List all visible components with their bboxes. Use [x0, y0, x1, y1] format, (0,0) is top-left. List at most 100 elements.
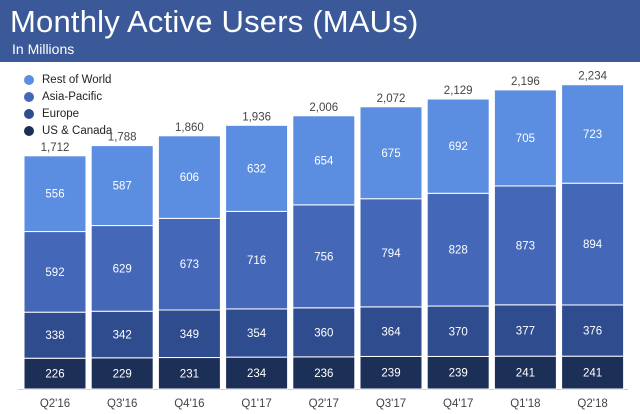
legend-item-asia-pacific: Asia-Pacific	[24, 89, 112, 105]
bar-segment-us-canada	[426, 355, 490, 390]
data-label-us-canada: 236	[314, 368, 333, 380]
x-tick-label: Q1'18	[510, 398, 540, 410]
data-label-asia-pacific: 629	[113, 263, 132, 275]
data-label-rest-of-world: 587	[113, 181, 132, 193]
data-label-rest-of-world: 723	[583, 129, 602, 141]
data-label-rest-of-world: 705	[516, 133, 535, 145]
total-label: 1,712	[41, 142, 70, 154]
data-label-asia-pacific: 828	[449, 245, 468, 257]
data-label-us-canada: 229	[113, 368, 132, 380]
bar-segment-europe	[426, 305, 490, 357]
total-label: 2,129	[444, 85, 473, 97]
chart-title: Monthly Active Users (MAUs)	[10, 4, 419, 39]
chart-subtitle: In Millions	[12, 41, 75, 57]
bar-segment-asia-pacific	[90, 225, 154, 312]
data-label-us-canada: 239	[449, 368, 468, 380]
bar-segment-rest-of-world	[225, 124, 289, 212]
total-label: 1,788	[108, 132, 137, 144]
x-tick-label: Q2'18	[577, 398, 607, 410]
x-tick-label: Q4'16	[174, 398, 204, 410]
bar-segment-rest-of-world	[493, 89, 557, 187]
bar-segment-asia-pacific	[23, 231, 87, 313]
data-label-us-canada: 241	[516, 368, 535, 380]
bar-segment-europe	[90, 310, 154, 359]
data-label-rest-of-world: 556	[45, 189, 64, 201]
x-tick-label: Q1'17	[241, 398, 271, 410]
bar-segment-rest-of-world	[426, 98, 490, 194]
data-label-europe: 354	[247, 328, 267, 340]
legend-label-europe: Europe	[42, 108, 80, 120]
bar-segment-europe	[561, 304, 625, 357]
legend: Rest of World Asia-Pacific Europe US & C…	[24, 72, 112, 140]
bar-segment-us-canada	[561, 355, 625, 390]
total-label: 2,234	[578, 71, 607, 83]
data-label-europe: 377	[516, 326, 535, 338]
data-label-us-canada: 234	[247, 368, 267, 380]
data-label-europe: 349	[180, 329, 199, 341]
data-label-rest-of-world: 654	[314, 155, 334, 167]
legend-swatch-europe	[24, 109, 34, 119]
bar-segment-asia-pacific	[225, 210, 289, 310]
data-label-rest-of-world: 675	[381, 148, 400, 160]
data-label-europe: 360	[314, 327, 333, 339]
data-label-europe: 370	[449, 326, 468, 338]
x-tick-label: Q4'17	[443, 398, 473, 410]
bar-segment-europe	[23, 311, 87, 359]
bar-segment-asia-pacific	[157, 217, 221, 311]
bar-segment-rest-of-world	[90, 145, 154, 227]
total-label: 2,072	[377, 93, 406, 105]
bar-segment-us-canada	[157, 357, 221, 390]
data-label-rest-of-world: 606	[180, 172, 199, 184]
bar-segment-rest-of-world	[561, 84, 625, 184]
bar-segment-rest-of-world	[292, 115, 356, 206]
bar-segment-asia-pacific	[292, 204, 356, 309]
x-tick-label: Q2'16	[40, 398, 70, 410]
bar-segment-europe	[359, 306, 423, 357]
data-label-rest-of-world: 692	[449, 141, 468, 153]
bar-segment-rest-of-world	[157, 135, 221, 219]
data-label-asia-pacific: 716	[247, 255, 266, 267]
bar-segment-asia-pacific	[493, 185, 557, 306]
bar-segment-europe	[292, 307, 356, 358]
bar-segment-asia-pacific	[561, 182, 625, 306]
data-label-asia-pacific: 673	[180, 259, 199, 271]
data-label-europe: 342	[113, 330, 132, 342]
data-label-asia-pacific: 873	[516, 240, 535, 252]
x-tick-label: Q2'17	[309, 398, 339, 410]
bar-segment-rest-of-world	[359, 106, 423, 200]
header-banner: Monthly Active Users (MAUs) In Millions	[0, 0, 640, 62]
total-label: 1,936	[242, 111, 271, 123]
total-label: 2,196	[511, 76, 540, 88]
legend-label-rest-of-world: Rest of World	[42, 74, 112, 86]
data-label-asia-pacific: 794	[381, 248, 401, 260]
data-label-europe: 376	[583, 326, 602, 338]
legend-item-europe: Europe	[24, 106, 112, 122]
data-label-asia-pacific: 894	[583, 239, 603, 251]
data-label-us-canada: 241	[583, 368, 602, 380]
legend-swatch-us-canada	[24, 126, 34, 136]
legend-swatch-rest-of-world	[24, 75, 34, 85]
total-label: 1,860	[175, 122, 204, 134]
bar-segment-asia-pacific	[359, 198, 423, 308]
legend-label-us-canada: US & Canada	[42, 125, 113, 137]
legend-label-asia-pacific: Asia-Pacific	[42, 91, 103, 103]
total-label: 2,006	[309, 102, 338, 114]
bar-segment-rest-of-world	[23, 155, 87, 233]
bar-segment-us-canada	[23, 357, 87, 390]
bar-segment-us-canada	[359, 355, 423, 390]
data-label-europe: 338	[45, 330, 64, 342]
bar-segment-europe	[157, 309, 221, 359]
data-label-asia-pacific: 756	[314, 251, 333, 263]
data-label-us-canada: 239	[381, 368, 400, 380]
data-label-asia-pacific: 592	[45, 267, 64, 279]
x-tick-label: Q3'17	[376, 398, 406, 410]
data-label-europe: 364	[381, 327, 401, 339]
x-tick-label: Q3'16	[107, 398, 137, 410]
legend-item-us-canada: US & Canada	[24, 123, 112, 139]
bar-segment-asia-pacific	[426, 192, 490, 307]
data-label-us-canada: 231	[180, 368, 199, 380]
legend-item-rest-of-world: Rest of World	[24, 72, 112, 88]
data-label-us-canada: 226	[45, 369, 64, 381]
data-label-rest-of-world: 632	[247, 163, 266, 175]
